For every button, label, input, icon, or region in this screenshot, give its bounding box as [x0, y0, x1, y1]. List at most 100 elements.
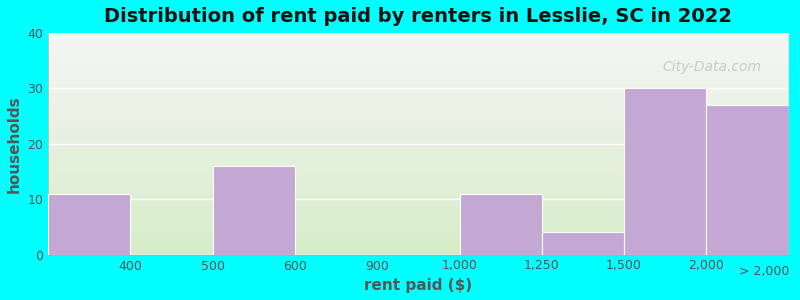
- Bar: [48, 135, 789, 136]
- Bar: [48, 87, 789, 88]
- Bar: [48, 218, 789, 219]
- Bar: [48, 66, 789, 68]
- Bar: [48, 174, 789, 175]
- Bar: [48, 94, 789, 95]
- Bar: [48, 79, 789, 80]
- Bar: [48, 93, 789, 94]
- Bar: [48, 193, 789, 194]
- Bar: [48, 208, 789, 209]
- Bar: [48, 71, 789, 72]
- Bar: [48, 187, 789, 188]
- Bar: [48, 140, 789, 142]
- Bar: [459, 194, 542, 255]
- Bar: [48, 162, 789, 163]
- Bar: [48, 145, 789, 146]
- Bar: [48, 185, 789, 186]
- Bar: [48, 147, 789, 148]
- Bar: [48, 249, 789, 250]
- Bar: [48, 49, 789, 50]
- Bar: [48, 199, 789, 200]
- Bar: [48, 46, 789, 47]
- Bar: [48, 242, 789, 244]
- Bar: [48, 45, 789, 46]
- Bar: [48, 95, 789, 96]
- Bar: [48, 128, 789, 129]
- Bar: [48, 75, 789, 76]
- Bar: [48, 56, 789, 57]
- Bar: [48, 157, 789, 158]
- Bar: [48, 136, 789, 137]
- Bar: [48, 91, 789, 92]
- Bar: [48, 168, 789, 169]
- Bar: [48, 232, 789, 234]
- Bar: [48, 72, 789, 73]
- Bar: [48, 39, 789, 40]
- Bar: [48, 108, 789, 110]
- Bar: [48, 175, 789, 176]
- Bar: [48, 73, 789, 74]
- Bar: [48, 62, 789, 63]
- Bar: [213, 166, 295, 255]
- Bar: [48, 219, 789, 220]
- Bar: [48, 160, 789, 162]
- Bar: [48, 61, 789, 62]
- Bar: [48, 100, 789, 101]
- Bar: [48, 68, 789, 70]
- Bar: [48, 130, 789, 132]
- Bar: [48, 167, 789, 168]
- Bar: [48, 163, 789, 164]
- Bar: [48, 77, 789, 79]
- Bar: [48, 142, 789, 143]
- Bar: [48, 149, 789, 151]
- Bar: [624, 88, 706, 255]
- Bar: [48, 170, 789, 172]
- Bar: [48, 215, 789, 216]
- Bar: [48, 182, 789, 183]
- Bar: [48, 159, 789, 160]
- Bar: [48, 179, 789, 180]
- Bar: [48, 97, 789, 98]
- Bar: [48, 64, 789, 65]
- Bar: [48, 47, 789, 49]
- Bar: [48, 196, 789, 197]
- Bar: [48, 237, 789, 238]
- Y-axis label: households: households: [7, 95, 22, 193]
- Bar: [48, 194, 789, 195]
- Bar: [48, 241, 789, 242]
- Bar: [48, 158, 789, 159]
- Bar: [48, 121, 789, 122]
- Bar: [48, 164, 789, 165]
- Bar: [48, 146, 789, 147]
- Text: > 2,000: > 2,000: [738, 265, 789, 278]
- Bar: [48, 63, 789, 64]
- Bar: [48, 124, 789, 125]
- Bar: [48, 125, 789, 126]
- Bar: [48, 57, 789, 59]
- Bar: [48, 227, 789, 228]
- Bar: [48, 226, 789, 227]
- Bar: [48, 165, 789, 166]
- Bar: [48, 106, 789, 107]
- Bar: [48, 195, 789, 196]
- Bar: [48, 90, 789, 91]
- Bar: [48, 129, 789, 130]
- Bar: [48, 40, 789, 41]
- Bar: [48, 112, 789, 113]
- Bar: [48, 207, 789, 208]
- Bar: [48, 83, 789, 84]
- Bar: [48, 228, 789, 229]
- Bar: [48, 34, 789, 35]
- Bar: [48, 156, 789, 157]
- Bar: [48, 86, 789, 87]
- Bar: [48, 250, 789, 251]
- Bar: [48, 105, 789, 106]
- Bar: [48, 248, 789, 249]
- Bar: [48, 202, 789, 204]
- Bar: [48, 240, 789, 241]
- Bar: [48, 177, 789, 178]
- Bar: [48, 80, 789, 81]
- Bar: [48, 43, 789, 44]
- Bar: [48, 118, 789, 119]
- Bar: [48, 107, 789, 108]
- Bar: [48, 209, 789, 210]
